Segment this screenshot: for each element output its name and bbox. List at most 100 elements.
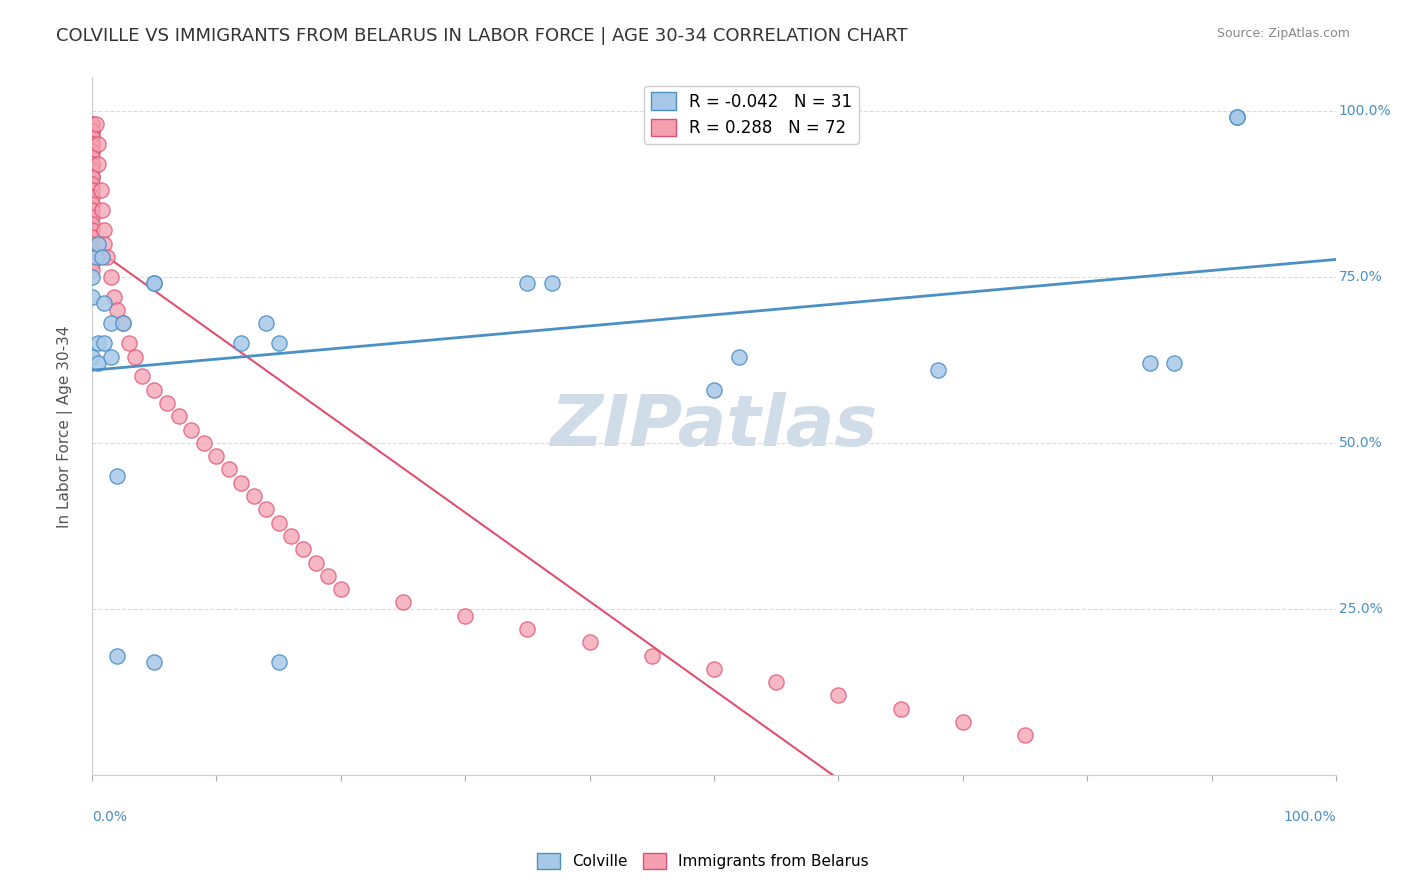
Point (80, 290, 103, 304)
Point (641, 648, 664, 663)
Point (84, 117, 107, 131)
Text: COLVILLE VS IMMIGRANTS FROM BELARUS IN LABOR FORCE | AGE 30-34 CORRELATION CHART: COLVILLE VS IMMIGRANTS FROM BELARUS IN L… (56, 27, 908, 45)
Point (143, 655, 166, 669)
Point (231, 475, 253, 490)
Point (80, 130, 103, 145)
Point (96, 250, 118, 264)
Point (80, 196, 103, 211)
Point (80, 136, 103, 151)
Point (952, 714, 974, 729)
Point (205, 449, 228, 463)
Point (112, 316, 135, 330)
Point (1163, 356, 1185, 370)
Point (516, 622, 538, 636)
Point (280, 529, 302, 543)
Point (80, 263, 103, 277)
Point (80, 144, 103, 158)
Point (84, 250, 107, 264)
Text: 50.0%: 50.0% (1339, 436, 1382, 450)
Point (100, 350, 122, 364)
Point (87, 356, 110, 370)
Point (80, 250, 103, 264)
Point (80, 123, 103, 137)
Point (80, 183, 103, 197)
Point (80, 157, 103, 171)
Point (103, 290, 125, 304)
Point (80, 210, 103, 224)
Point (329, 582, 352, 596)
Point (155, 396, 177, 410)
Point (193, 436, 215, 450)
Legend: R = -0.042   N = 31, R = 0.288   N = 72: R = -0.042 N = 31, R = 0.288 N = 72 (644, 86, 859, 144)
Point (80, 170, 103, 185)
Point (167, 409, 190, 424)
Point (242, 489, 264, 503)
Point (1139, 356, 1161, 370)
Point (80, 136, 103, 151)
Point (305, 556, 328, 570)
Point (80, 157, 103, 171)
Point (267, 516, 290, 530)
Point (80, 217, 103, 231)
Point (80, 190, 103, 204)
Point (93, 223, 115, 237)
Point (541, 277, 564, 291)
Point (87, 236, 110, 251)
Point (218, 462, 240, 476)
Point (90, 203, 112, 218)
Point (100, 269, 122, 284)
Point (890, 701, 912, 715)
Point (392, 595, 415, 609)
Text: Source: ZipAtlas.com: Source: ZipAtlas.com (1216, 27, 1350, 40)
Point (80, 350, 103, 364)
Point (80, 223, 103, 237)
Point (143, 277, 166, 291)
Point (93, 296, 115, 310)
Point (231, 336, 253, 351)
Point (118, 336, 141, 351)
Point (100, 316, 122, 330)
Point (93, 336, 115, 351)
Point (87, 136, 110, 151)
Point (1226, 111, 1249, 125)
Text: ZIPatlas: ZIPatlas (550, 392, 877, 461)
Point (80, 230, 103, 244)
Point (90, 183, 112, 197)
Point (87, 336, 110, 351)
Point (254, 502, 277, 516)
Point (87, 157, 110, 171)
Y-axis label: In Labor Force | Age 30-34: In Labor Force | Age 30-34 (58, 325, 73, 527)
Point (765, 675, 787, 690)
Point (105, 469, 128, 483)
Point (80, 150, 103, 164)
Point (131, 369, 153, 384)
Point (93, 236, 115, 251)
Point (80, 144, 103, 158)
Point (112, 316, 135, 330)
Point (827, 689, 849, 703)
Point (124, 350, 146, 364)
Point (292, 542, 315, 557)
Point (703, 662, 725, 676)
Text: 100.0%: 100.0% (1284, 810, 1336, 824)
Point (1014, 728, 1036, 742)
Point (1226, 111, 1249, 125)
Legend: Colville, Immigrants from Belarus: Colville, Immigrants from Belarus (531, 847, 875, 875)
Point (267, 336, 290, 351)
Text: 75.0%: 75.0% (1339, 269, 1382, 284)
Point (578, 635, 600, 649)
Point (80, 236, 103, 251)
Point (105, 648, 128, 663)
Point (105, 303, 128, 318)
Point (728, 350, 751, 364)
Point (80, 163, 103, 178)
Point (80, 130, 103, 145)
Point (80, 243, 103, 257)
Point (180, 423, 202, 437)
Point (80, 203, 103, 218)
Point (267, 655, 290, 669)
Point (318, 569, 340, 583)
Point (90, 250, 112, 264)
Text: 25.0%: 25.0% (1339, 602, 1382, 616)
Point (80, 123, 103, 137)
